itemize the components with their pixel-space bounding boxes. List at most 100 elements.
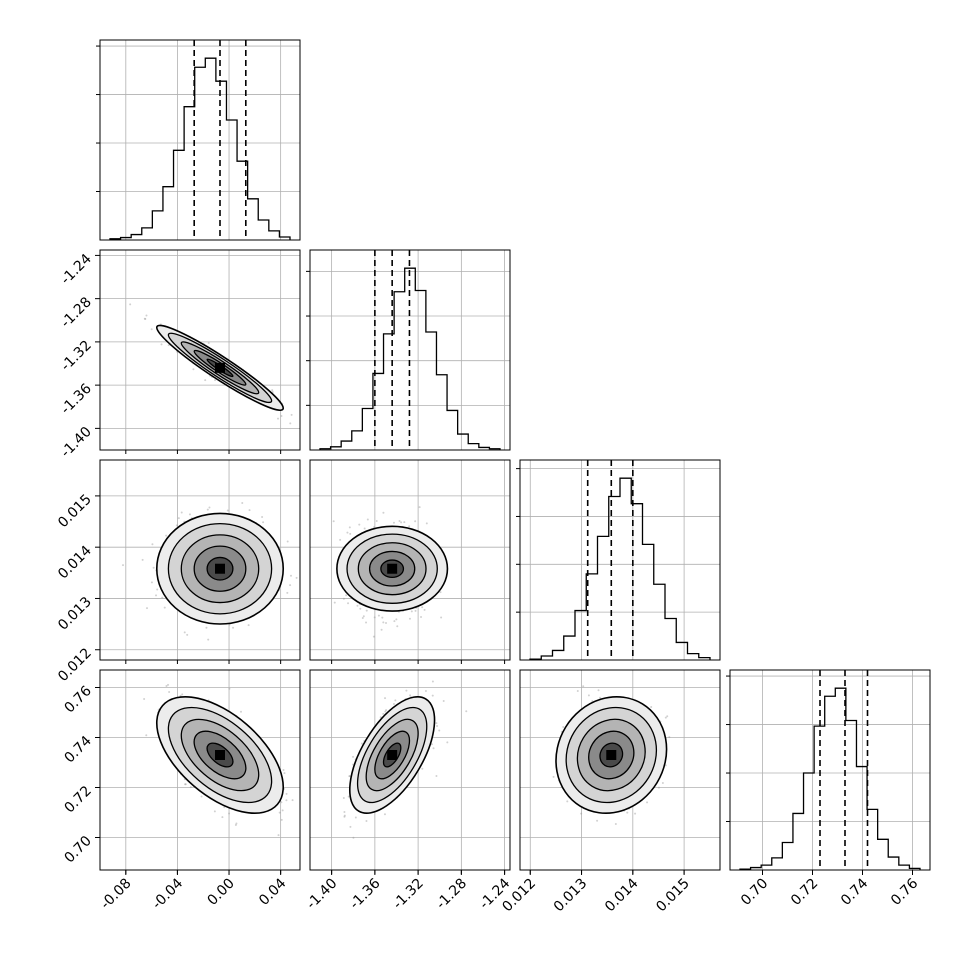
density-peak — [215, 362, 225, 373]
axes-frame — [729, 669, 931, 871]
sample-point — [345, 594, 348, 597]
y-tick-label-3: 0.70 — [61, 833, 94, 866]
sample-point — [183, 631, 186, 634]
sample-point — [420, 616, 423, 619]
sample-point — [403, 521, 406, 524]
density-peak — [606, 750, 617, 760]
sample-point — [282, 768, 285, 771]
sample-point — [384, 697, 387, 700]
sample-point — [289, 584, 292, 587]
sample-point — [342, 796, 345, 799]
sample-point — [626, 811, 629, 814]
sample-point — [167, 683, 170, 686]
y-tick-label-3: 0.72 — [61, 783, 94, 816]
sample-point — [181, 693, 184, 696]
sample-point — [291, 799, 294, 802]
sample-point — [360, 742, 363, 745]
sample-point — [332, 520, 335, 523]
sample-point — [343, 815, 346, 818]
sample-point — [143, 317, 146, 320]
pair-panel-0-2 — [99, 459, 301, 661]
y-tick-label-2: 0.013 — [55, 594, 95, 634]
sample-point — [587, 694, 590, 697]
pair-panel-2-3 — [519, 669, 721, 871]
sample-point — [213, 810, 216, 813]
sample-point — [262, 521, 265, 524]
sample-point — [596, 819, 599, 822]
x-tick-label-3: 0.76 — [888, 875, 921, 908]
sample-point — [304, 817, 306, 819]
sample-point — [347, 602, 350, 605]
sample-point — [280, 801, 283, 804]
sample-point — [206, 508, 209, 511]
sample-point — [271, 390, 274, 393]
density-peak — [387, 750, 398, 760]
pair-panel-1-3 — [309, 669, 511, 871]
sample-point — [205, 626, 208, 629]
sample-point — [668, 736, 671, 739]
sample-point — [582, 685, 585, 688]
sample-point — [405, 689, 408, 692]
x-tick-label-2: 0.014 — [602, 875, 642, 915]
sample-point — [349, 532, 352, 535]
x-tick-label-0: 0.00 — [205, 876, 238, 909]
sample-point — [300, 414, 302, 416]
sample-point — [385, 709, 388, 712]
sample-point — [228, 687, 231, 690]
y-tick-label-3: 0.76 — [61, 683, 94, 716]
x-tick-label-1: -1.28 — [433, 876, 470, 913]
sample-point — [375, 519, 378, 522]
sample-point — [348, 526, 351, 529]
sample-point — [394, 699, 397, 702]
sample-point — [221, 816, 224, 819]
y-tick-label-1: -1.32 — [58, 337, 95, 374]
sample-point — [214, 379, 217, 382]
sample-point — [366, 518, 369, 521]
axes-frame — [519, 669, 721, 871]
sample-point — [349, 825, 352, 828]
sample-point — [552, 775, 555, 778]
sample-point — [155, 594, 158, 597]
sample-point — [423, 608, 426, 611]
sample-point — [409, 694, 412, 697]
sample-point — [290, 413, 293, 416]
sample-point — [435, 722, 438, 725]
sample-point — [145, 734, 148, 737]
x-tick-label-1: -1.40 — [304, 876, 341, 913]
sample-point — [208, 506, 211, 509]
pair-panel-0-1 — [99, 249, 302, 451]
sample-point — [382, 621, 385, 624]
scatter-points — [342, 680, 468, 839]
sample-point — [150, 581, 153, 584]
sample-point — [421, 767, 424, 770]
sample-point — [141, 558, 144, 561]
sample-point — [192, 368, 195, 371]
sample-point — [286, 591, 289, 594]
x-tick-label-3: 0.72 — [788, 876, 821, 909]
sample-point — [566, 800, 569, 803]
x-tick-label-1: -1.36 — [347, 875, 384, 912]
scatter-points — [129, 303, 302, 425]
sample-point — [372, 635, 375, 638]
sample-point — [356, 604, 359, 607]
sample-point — [161, 596, 164, 599]
sample-point — [465, 710, 468, 713]
sample-point — [377, 614, 380, 617]
sample-point — [358, 523, 361, 526]
sample-point — [278, 811, 281, 814]
sample-point — [432, 747, 435, 750]
axes-frame — [99, 249, 301, 451]
sample-point — [395, 618, 398, 621]
sample-point — [599, 696, 602, 699]
sample-point — [354, 816, 357, 819]
sample-point — [151, 543, 154, 546]
sample-point — [435, 774, 438, 777]
x-tick-label-0: -0.04 — [149, 875, 186, 912]
sample-point — [152, 566, 155, 569]
sample-point — [239, 710, 242, 713]
sample-point — [414, 520, 417, 523]
sample-point — [207, 638, 210, 641]
sample-point — [666, 715, 669, 718]
sample-point — [634, 812, 637, 815]
sample-point — [439, 591, 442, 594]
